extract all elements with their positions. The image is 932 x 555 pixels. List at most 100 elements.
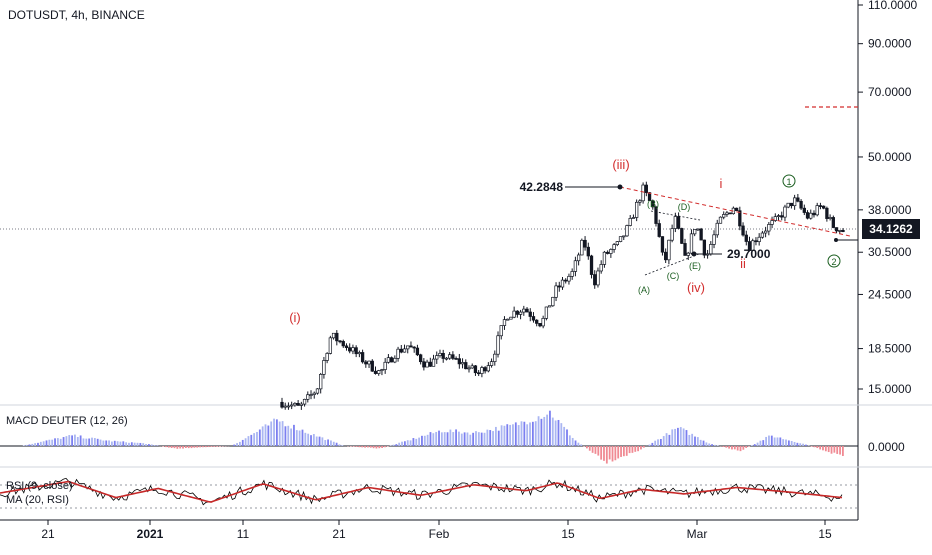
- high-marker-dot: [618, 185, 623, 190]
- candle-body: [323, 360, 326, 374]
- macd-bar: [467, 433, 469, 446]
- candle-body: [735, 208, 738, 211]
- candle-body: [281, 402, 284, 407]
- candle-body: [490, 362, 493, 366]
- macd-bar: [768, 436, 770, 446]
- candle-body: [535, 320, 538, 323]
- candle-body: [532, 316, 535, 320]
- price-tick-label: 90.0000: [868, 37, 912, 51]
- macd-bar: [560, 423, 562, 446]
- high-label: 42.2848: [520, 180, 564, 194]
- price-tick-label: 30.5000: [868, 245, 912, 259]
- candle-body: [584, 240, 587, 247]
- macd-bar: [60, 439, 62, 446]
- macd-bar: [364, 446, 366, 448]
- time-tick-label: Feb: [429, 527, 450, 541]
- macd-bar: [63, 437, 65, 446]
- macd-bar: [492, 431, 494, 446]
- candle-body: [561, 280, 564, 287]
- macd-bar: [629, 446, 631, 453]
- macd-bar: [541, 419, 543, 446]
- candle-body: [710, 244, 713, 253]
- price-tick-label: 70.0000: [868, 85, 912, 99]
- macd-bar: [472, 433, 474, 446]
- candle-body: [832, 217, 835, 227]
- candle-body: [761, 233, 764, 237]
- macd-zero-label: 0.0000: [868, 440, 905, 454]
- macd-bar: [649, 445, 651, 446]
- candle-body: [493, 354, 496, 361]
- candle-body: [487, 366, 490, 371]
- wave-1-label: 1: [786, 177, 791, 187]
- macd-bar: [671, 429, 673, 446]
- macd-bar: [83, 438, 85, 446]
- wave-a-label: (A): [638, 285, 650, 295]
- macd-bar: [424, 436, 426, 446]
- macd-bar: [825, 446, 827, 451]
- candle-body: [506, 319, 509, 320]
- macd-bar: [475, 431, 477, 446]
- macd-bar: [100, 440, 102, 446]
- macd-bar: [623, 446, 625, 456]
- candle-body: [513, 311, 516, 317]
- candle-body: [545, 307, 548, 318]
- candle-body: [539, 323, 542, 326]
- rsi-pane-label: RSI (9, close): [6, 480, 73, 492]
- macd-bar: [728, 446, 730, 449]
- macd-pane-label: MACD DEUTER (12, 26): [6, 415, 128, 427]
- macd-bar: [609, 446, 611, 459]
- candle-body: [529, 312, 532, 316]
- candle-body: [290, 405, 293, 406]
- macd-bar: [805, 445, 807, 446]
- candle-body: [503, 320, 506, 326]
- candle-body: [619, 237, 622, 242]
- candle-body: [564, 280, 567, 281]
- macd-bar: [469, 435, 471, 446]
- macd-bar: [302, 430, 304, 446]
- price-tick-label: 50.0000: [868, 150, 912, 164]
- candle-body: [426, 362, 429, 367]
- candle-body: [377, 371, 380, 374]
- macd-bar: [512, 424, 514, 446]
- candle-body: [764, 231, 767, 233]
- macd-bar: [46, 440, 48, 446]
- candle-body: [629, 218, 632, 225]
- macd-bar: [822, 446, 824, 450]
- macd-bar: [614, 446, 616, 460]
- macd-bar: [316, 437, 318, 446]
- candle-body: [442, 353, 445, 358]
- candle-body: [722, 214, 725, 217]
- macd-bar: [37, 443, 39, 446]
- candle-body: [387, 358, 390, 363]
- macd-bar: [449, 430, 451, 446]
- macd-bar: [262, 426, 264, 446]
- macd-bar: [57, 438, 59, 446]
- wave-b-label: (B): [647, 199, 659, 209]
- macd-bar: [668, 435, 670, 446]
- macd-bar: [626, 446, 628, 456]
- macd-bar: [250, 435, 252, 446]
- candle-body: [568, 276, 571, 281]
- macd-bar: [620, 446, 622, 457]
- candle-body: [400, 349, 403, 352]
- price-tick-label: 24.5000: [868, 287, 912, 301]
- macd-bar: [34, 443, 36, 446]
- macd-bar: [461, 434, 463, 446]
- candle-body: [410, 346, 413, 347]
- macd-bar: [404, 441, 406, 446]
- macd-bar: [458, 432, 460, 446]
- macd-bar: [367, 446, 369, 447]
- macd-bar: [771, 436, 773, 446]
- macd-bar: [111, 442, 113, 446]
- price-tick-label: 38.0000: [868, 203, 912, 217]
- macd-bar: [327, 439, 329, 446]
- candle-body: [352, 348, 355, 351]
- macd-bar: [216, 446, 218, 447]
- candle-body: [606, 252, 609, 253]
- candle-body: [455, 358, 458, 359]
- candle-body: [803, 208, 806, 212]
- candle-body: [645, 185, 648, 193]
- price-tick-label: 18.5000: [868, 342, 912, 356]
